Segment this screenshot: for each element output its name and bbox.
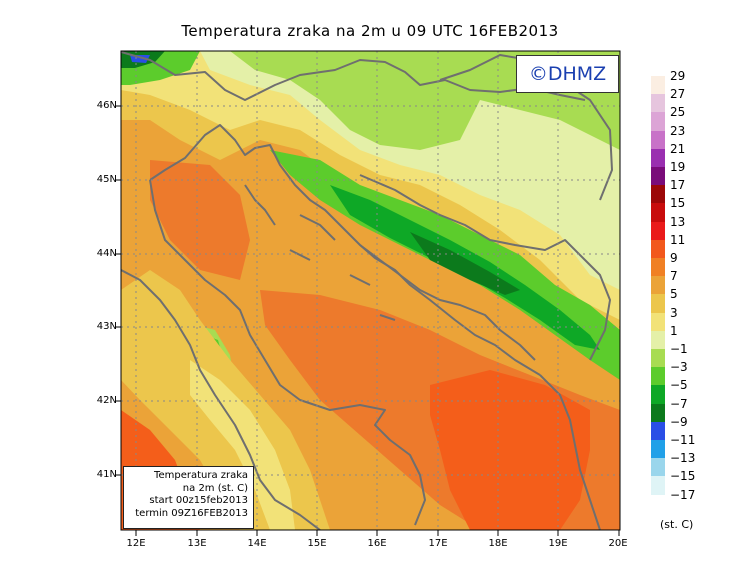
legend-swatch bbox=[651, 294, 665, 313]
band-hot-west bbox=[150, 160, 250, 280]
legend-label: 11 bbox=[670, 232, 686, 247]
dhmz-credit-label: ©DHMZ bbox=[516, 55, 619, 93]
legend-label: 13 bbox=[670, 214, 686, 229]
legend-swatch bbox=[651, 385, 665, 404]
legend-label: 25 bbox=[670, 105, 686, 120]
legend-swatch bbox=[651, 276, 665, 295]
info-box: Temperatura zraka na 2m (st. C) start 00… bbox=[123, 466, 254, 529]
legend-swatch bbox=[651, 367, 665, 386]
lat-label: 44N bbox=[96, 248, 117, 259]
lat-label: 45N bbox=[96, 174, 117, 185]
legend-swatch bbox=[651, 221, 665, 240]
legend-swatch bbox=[651, 458, 665, 477]
legend-label: −17 bbox=[670, 487, 696, 502]
info-line: termin 09Z16FEB2013 bbox=[135, 507, 248, 519]
legend-swatch bbox=[651, 476, 665, 495]
lon-label: 14E bbox=[247, 538, 267, 549]
lon-label: 16E bbox=[367, 538, 387, 549]
legend-swatch bbox=[651, 330, 665, 349]
legend-label: 17 bbox=[670, 178, 686, 193]
lat-label: 42N bbox=[96, 395, 117, 406]
legend-label: 1 bbox=[670, 323, 678, 338]
legend-swatch bbox=[651, 203, 665, 222]
lat-label: 46N bbox=[96, 100, 117, 111]
legend-swatch bbox=[651, 349, 665, 368]
info-line: Temperatura zraka bbox=[154, 470, 248, 481]
legend-swatch bbox=[651, 112, 665, 131]
legend-label: 29 bbox=[670, 69, 686, 83]
legend-swatch bbox=[651, 148, 665, 167]
legend-label: −11 bbox=[670, 433, 696, 447]
lon-label: 13E bbox=[187, 538, 207, 549]
legend-label: 23 bbox=[670, 123, 686, 138]
map-frame bbox=[120, 50, 621, 531]
legend-swatch bbox=[651, 440, 665, 459]
legend-swatch bbox=[651, 403, 665, 422]
band-dinaric-deep bbox=[410, 232, 520, 295]
map-title: Temperatura zraka na 2m u 09 UTC 16FEB20… bbox=[181, 22, 559, 40]
legend-swatch bbox=[651, 312, 665, 331]
legend-label: 15 bbox=[670, 196, 686, 211]
legend-label: 27 bbox=[670, 87, 686, 102]
legend-units: (st. C) bbox=[660, 518, 694, 531]
graticule bbox=[121, 51, 620, 530]
lon-label: 12E bbox=[126, 538, 146, 549]
legend-label: 21 bbox=[670, 141, 686, 156]
coastlines bbox=[121, 51, 613, 530]
info-line: na 2m (st. C) bbox=[182, 482, 248, 494]
lat-label: 43N bbox=[96, 321, 117, 332]
legend-swatch bbox=[651, 94, 665, 113]
legend-swatch bbox=[651, 130, 665, 149]
legend-label: −15 bbox=[670, 469, 696, 484]
lat-label: 41N bbox=[96, 469, 117, 480]
legend-label: −9 bbox=[670, 414, 688, 429]
lon-label: 20E bbox=[608, 538, 628, 549]
band-alps-blue bbox=[130, 55, 150, 63]
legend-label: 5 bbox=[670, 287, 678, 302]
axis-ticks bbox=[115, 105, 620, 536]
lon-label: 17E bbox=[428, 538, 448, 549]
legend-label: −3 bbox=[670, 360, 688, 375]
band-cold bbox=[200, 51, 620, 290]
temperature-field bbox=[121, 51, 620, 530]
legend-label: −13 bbox=[670, 451, 696, 466]
legend-label: 7 bbox=[670, 269, 678, 284]
legend-swatch bbox=[651, 167, 665, 186]
legend-label: −7 bbox=[670, 396, 688, 411]
band-hotter bbox=[430, 370, 590, 530]
lon-label: 15E bbox=[307, 538, 327, 549]
legend-label: 3 bbox=[670, 305, 678, 320]
legend-swatch bbox=[651, 421, 665, 440]
legend-swatch bbox=[651, 185, 665, 204]
info-line: start 00z15feb2013 bbox=[149, 495, 248, 506]
lon-label: 18E bbox=[488, 538, 508, 549]
legend-label: −1 bbox=[670, 342, 688, 356]
lon-label: 19E bbox=[548, 538, 568, 549]
legend-swatch bbox=[651, 258, 665, 277]
legend-label: 19 bbox=[670, 160, 686, 174]
legend-swatch bbox=[651, 239, 665, 258]
legend-label: −5 bbox=[670, 378, 688, 393]
legend-swatch bbox=[651, 76, 665, 95]
legend-label: 9 bbox=[670, 251, 678, 265]
band-italy-cool bbox=[190, 360, 295, 530]
